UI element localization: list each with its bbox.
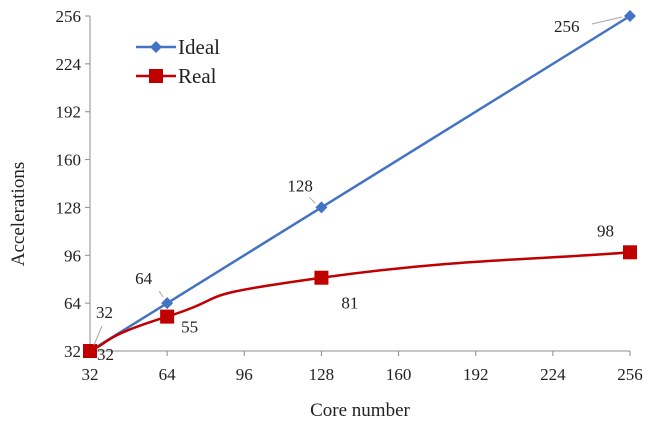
x-tick-label: 192	[463, 365, 489, 384]
marker-real-legend	[149, 69, 163, 83]
x-tick-label: 224	[540, 365, 566, 384]
leader-line	[591, 16, 623, 25]
marker-real	[623, 245, 637, 260]
y-tick-label: 192	[56, 103, 82, 122]
data-labels: 32 64 128 256 32 55 81 98	[93, 16, 623, 364]
marker-ideal	[624, 10, 636, 22]
data-label-ideal: 32	[96, 303, 113, 322]
marker-real	[83, 344, 97, 358]
y-tick-label: 256	[56, 7, 82, 26]
legend-label-ideal: Ideal	[178, 35, 220, 59]
x-axis-title: Core number	[310, 400, 410, 421]
y-tick-label: 128	[56, 198, 82, 217]
y-tick-label: 96	[64, 246, 81, 265]
data-label-real: 81	[341, 294, 358, 313]
data-label-ideal: 64	[135, 269, 153, 288]
axes: 32 64 96 128 160 192 224 256 32 64 96 128 160 192 224 2…	[56, 7, 643, 384]
y-tick-label: 64	[64, 294, 82, 313]
y-axis-title: Accelerations	[8, 162, 29, 266]
y-tick-label: 160	[56, 151, 82, 170]
series	[83, 10, 637, 358]
y-tick-label: 32	[64, 342, 81, 361]
leader-line	[93, 325, 103, 346]
series-line-ideal	[89, 14, 631, 353]
marker-ideal	[315, 201, 328, 214]
y-tick-label: 224	[56, 55, 82, 74]
x-tick-label: 256	[617, 365, 643, 384]
leader-line	[309, 197, 316, 204]
marker-real	[314, 270, 329, 285]
data-label-real: 55	[181, 318, 198, 337]
marker-ideal-legend	[150, 41, 162, 53]
x-tick-label: 32	[82, 365, 99, 384]
x-tick-label: 128	[309, 365, 335, 384]
marker-ideal	[161, 297, 174, 310]
data-label-ideal: 128	[287, 176, 313, 195]
data-label-ideal: 256	[554, 17, 580, 36]
x-tick-label: 96	[236, 365, 253, 384]
legend: Ideal Real	[136, 35, 220, 88]
x-tick-label: 160	[386, 365, 412, 384]
marker-real	[160, 309, 175, 324]
data-label-real: 98	[597, 221, 614, 240]
data-label-real: 32	[97, 345, 114, 364]
legend-label-real: Real	[178, 64, 217, 88]
x-tick-label: 64	[159, 365, 177, 384]
leader-line	[158, 290, 164, 298]
series-line-real	[89, 251, 631, 353]
